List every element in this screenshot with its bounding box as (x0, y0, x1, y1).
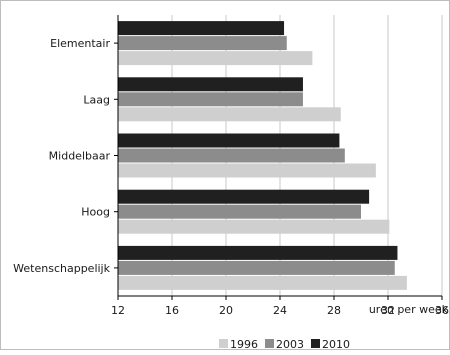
bar-laag-2003 (118, 92, 303, 107)
x-tick-label-24: 24 (273, 304, 287, 317)
legend-swatch-1996 (219, 339, 228, 348)
x-tick-label-36: 36 (435, 304, 449, 317)
bars (118, 21, 407, 290)
bar-laag-1996 (118, 107, 341, 122)
legend-label-2003: 2003 (276, 338, 304, 351)
bar-laag-2010 (118, 77, 303, 92)
legend-label-1996: 1996 (230, 338, 258, 351)
x-axis-label: uren per week (369, 303, 449, 316)
x-tick-label-28: 28 (327, 304, 341, 317)
bar-elementair-1996 (118, 51, 313, 66)
bar-hoog-2003 (118, 204, 361, 219)
category-label-laag: Laag (83, 93, 110, 106)
bar-wetenschappelijk-2010 (118, 245, 398, 260)
bar-hoog-1996 (118, 219, 390, 234)
bar-middelbaar-2010 (118, 133, 340, 148)
bar-wetenschappelijk-2003 (118, 260, 395, 275)
category-label-hoog: Hoog (81, 206, 110, 219)
legend-label-2010: 2010 (322, 338, 350, 351)
bar-middelbaar-2003 (118, 148, 345, 163)
category-labels: Elementair Laag Middelbaar Hoog Wetenschappe… (13, 37, 110, 275)
bar-middelbaar-1996 (118, 163, 376, 178)
bar-wetenschappelijk-1996 (118, 275, 407, 290)
bar-elementair-2010 (118, 21, 285, 36)
x-tick-label-20: 20 (219, 304, 233, 317)
x-tick-labels: 12 16 20 24 28 32 36 (111, 304, 449, 317)
bar-elementair-2003 (118, 36, 287, 51)
bar-hoog-2010 (118, 189, 370, 204)
x-tick-label-16: 16 (165, 304, 179, 317)
axes (114, 15, 443, 300)
legend-swatch-2003 (265, 339, 274, 348)
category-label-middelbaar: Middelbaar (49, 150, 111, 163)
legend: 1996 2003 2010 (219, 338, 350, 351)
x-tick-label-12: 12 (111, 304, 125, 317)
category-label-elementair: Elementair (50, 37, 110, 50)
x-tick-label-32: 32 (381, 304, 395, 317)
category-label-wetenschappelijk: Wetenschappelijk (13, 262, 110, 275)
legend-swatch-2010 (311, 339, 320, 348)
